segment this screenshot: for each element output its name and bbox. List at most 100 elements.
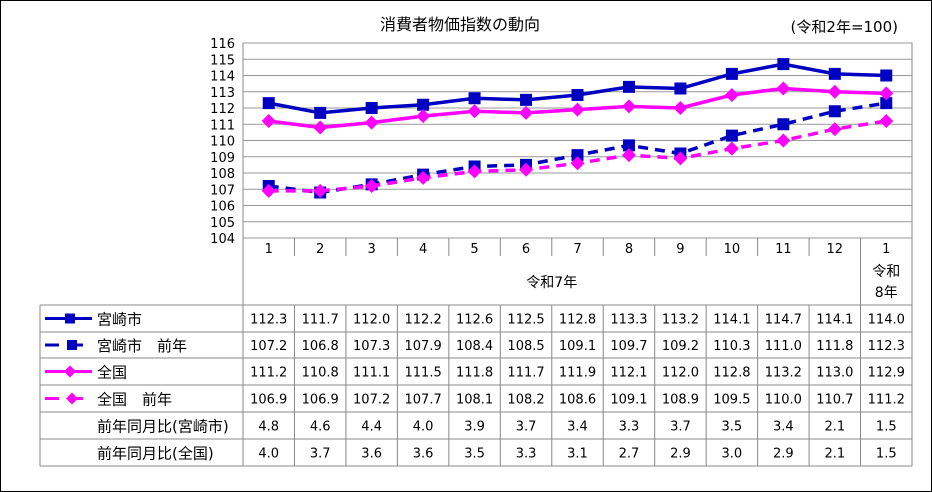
chart-title: 消費者物価指数の動向 — [380, 15, 540, 34]
table-cell: 111.0 — [765, 339, 802, 354]
table-cell: 107.2 — [250, 339, 287, 354]
table-cell: 3.6 — [361, 447, 382, 462]
x-tick-label: 1 — [882, 242, 890, 257]
table-cell: 113.0 — [816, 366, 853, 381]
data-point-diamond — [364, 115, 379, 130]
table-cell: 3.5 — [722, 420, 743, 435]
table-cell: 108.5 — [507, 339, 544, 354]
y-tick-label: 112 — [210, 102, 235, 117]
table-cell: 112.8 — [559, 313, 596, 328]
table-cell: 3.6 — [413, 447, 434, 462]
table-cell: 2.1 — [824, 420, 845, 435]
table-cell: 111.7 — [302, 313, 339, 328]
table-cell: 4.8 — [258, 420, 279, 435]
table-cell: 3.4 — [773, 420, 794, 435]
data-point-square — [828, 105, 841, 118]
table-cell: 3.4 — [567, 420, 588, 435]
data-point-square — [262, 97, 275, 110]
table-cell: 112.5 — [507, 313, 544, 328]
data-point-diamond — [416, 109, 431, 124]
y-tick-label: 114 — [210, 70, 235, 85]
table-cell: 3.3 — [516, 447, 537, 462]
x-tick-label: 1 — [265, 242, 273, 257]
table-cell: 114.7 — [765, 313, 802, 328]
table-cell: 2.9 — [670, 447, 691, 462]
year-label: 令和7年 — [526, 275, 577, 291]
table-cell: 3.7 — [310, 447, 331, 462]
data-point-diamond — [519, 105, 534, 120]
data-point-square — [520, 93, 533, 106]
data-point-diamond — [621, 148, 636, 163]
table-cell: 110.7 — [816, 393, 853, 408]
year-label: 令和 — [872, 264, 900, 280]
table-cell: 108.4 — [456, 339, 493, 354]
x-tick-label: 9 — [676, 242, 684, 257]
data-point-diamond — [467, 164, 482, 179]
y-tick-label: 111 — [210, 118, 235, 133]
y-tick-label: 108 — [210, 167, 235, 182]
x-tick-label: 4 — [419, 242, 427, 257]
data-point-square — [468, 92, 481, 105]
data-point-diamond — [827, 122, 842, 137]
data-point-square — [622, 80, 635, 93]
table-cell: 3.9 — [464, 420, 485, 435]
table-cell: 2.9 — [773, 447, 794, 462]
x-tick-label: 11 — [775, 242, 792, 257]
table-cell: 113.3 — [610, 313, 647, 328]
row-label: 前年同月比(宮崎市) — [97, 418, 229, 436]
year-label: 8年 — [875, 285, 898, 301]
table-cell: 3.7 — [670, 420, 691, 435]
row-label: 宮崎市 — [97, 311, 142, 329]
table-cell: 111.8 — [816, 339, 853, 354]
data-point-square — [365, 102, 378, 114]
table-cell: 3.0 — [722, 447, 743, 462]
table-cell: 1.5 — [876, 420, 897, 435]
row-label: 宮崎市 前年 — [97, 337, 187, 355]
x-tick-label: 3 — [368, 242, 376, 257]
data-point-diamond — [776, 133, 791, 148]
data-point-diamond — [570, 156, 585, 171]
table-cell: 111.2 — [250, 366, 287, 381]
data-point-diamond — [724, 141, 739, 156]
table-cell: 111.2 — [868, 393, 905, 408]
data-point-diamond — [673, 151, 688, 166]
table-cell: 106.8 — [302, 339, 339, 354]
table-cell: 4.0 — [413, 420, 434, 435]
table-cell: 110.0 — [765, 393, 802, 408]
data-point-square — [880, 97, 893, 110]
y-tick-label: 113 — [210, 86, 235, 101]
table-cell: 3.3 — [619, 420, 640, 435]
data-point-diamond — [621, 99, 636, 114]
x-tick-label: 6 — [522, 242, 530, 257]
table-cell: 1.5 — [876, 447, 897, 462]
data-point-diamond — [724, 88, 739, 102]
table-cell: 4.4 — [361, 420, 382, 435]
x-tick-label: 5 — [470, 242, 478, 257]
data-point-diamond — [313, 120, 328, 135]
row-label: 全国 前年 — [97, 391, 172, 409]
table-cell: 112.6 — [456, 313, 493, 328]
table-cell: 107.2 — [353, 393, 390, 408]
table-cell: 106.9 — [250, 393, 287, 408]
table-cell: 109.1 — [610, 393, 647, 408]
x-tick-label: 12 — [827, 242, 844, 257]
table-cell: 109.7 — [610, 339, 647, 354]
table-cell: 110.8 — [302, 366, 339, 381]
data-point-square — [571, 89, 584, 101]
data-point-diamond — [879, 114, 894, 128]
x-tick-label: 7 — [573, 242, 581, 257]
data-point-square — [622, 139, 635, 152]
y-tick-label: 105 — [210, 216, 235, 231]
table-cell: 111.8 — [456, 366, 493, 381]
y-tick-label: 110 — [210, 135, 235, 150]
table-cell: 112.3 — [868, 339, 905, 354]
table-cell: 107.9 — [405, 339, 442, 354]
data-point-square — [725, 67, 738, 80]
table-cell: 112.9 — [868, 366, 905, 381]
legend-marker-square — [65, 313, 75, 324]
table-cell: 112.8 — [713, 366, 750, 381]
table-cell: 108.9 — [662, 393, 699, 408]
data-point-square — [417, 98, 430, 111]
chart-subtitle: (令和2年=100) — [791, 18, 898, 36]
